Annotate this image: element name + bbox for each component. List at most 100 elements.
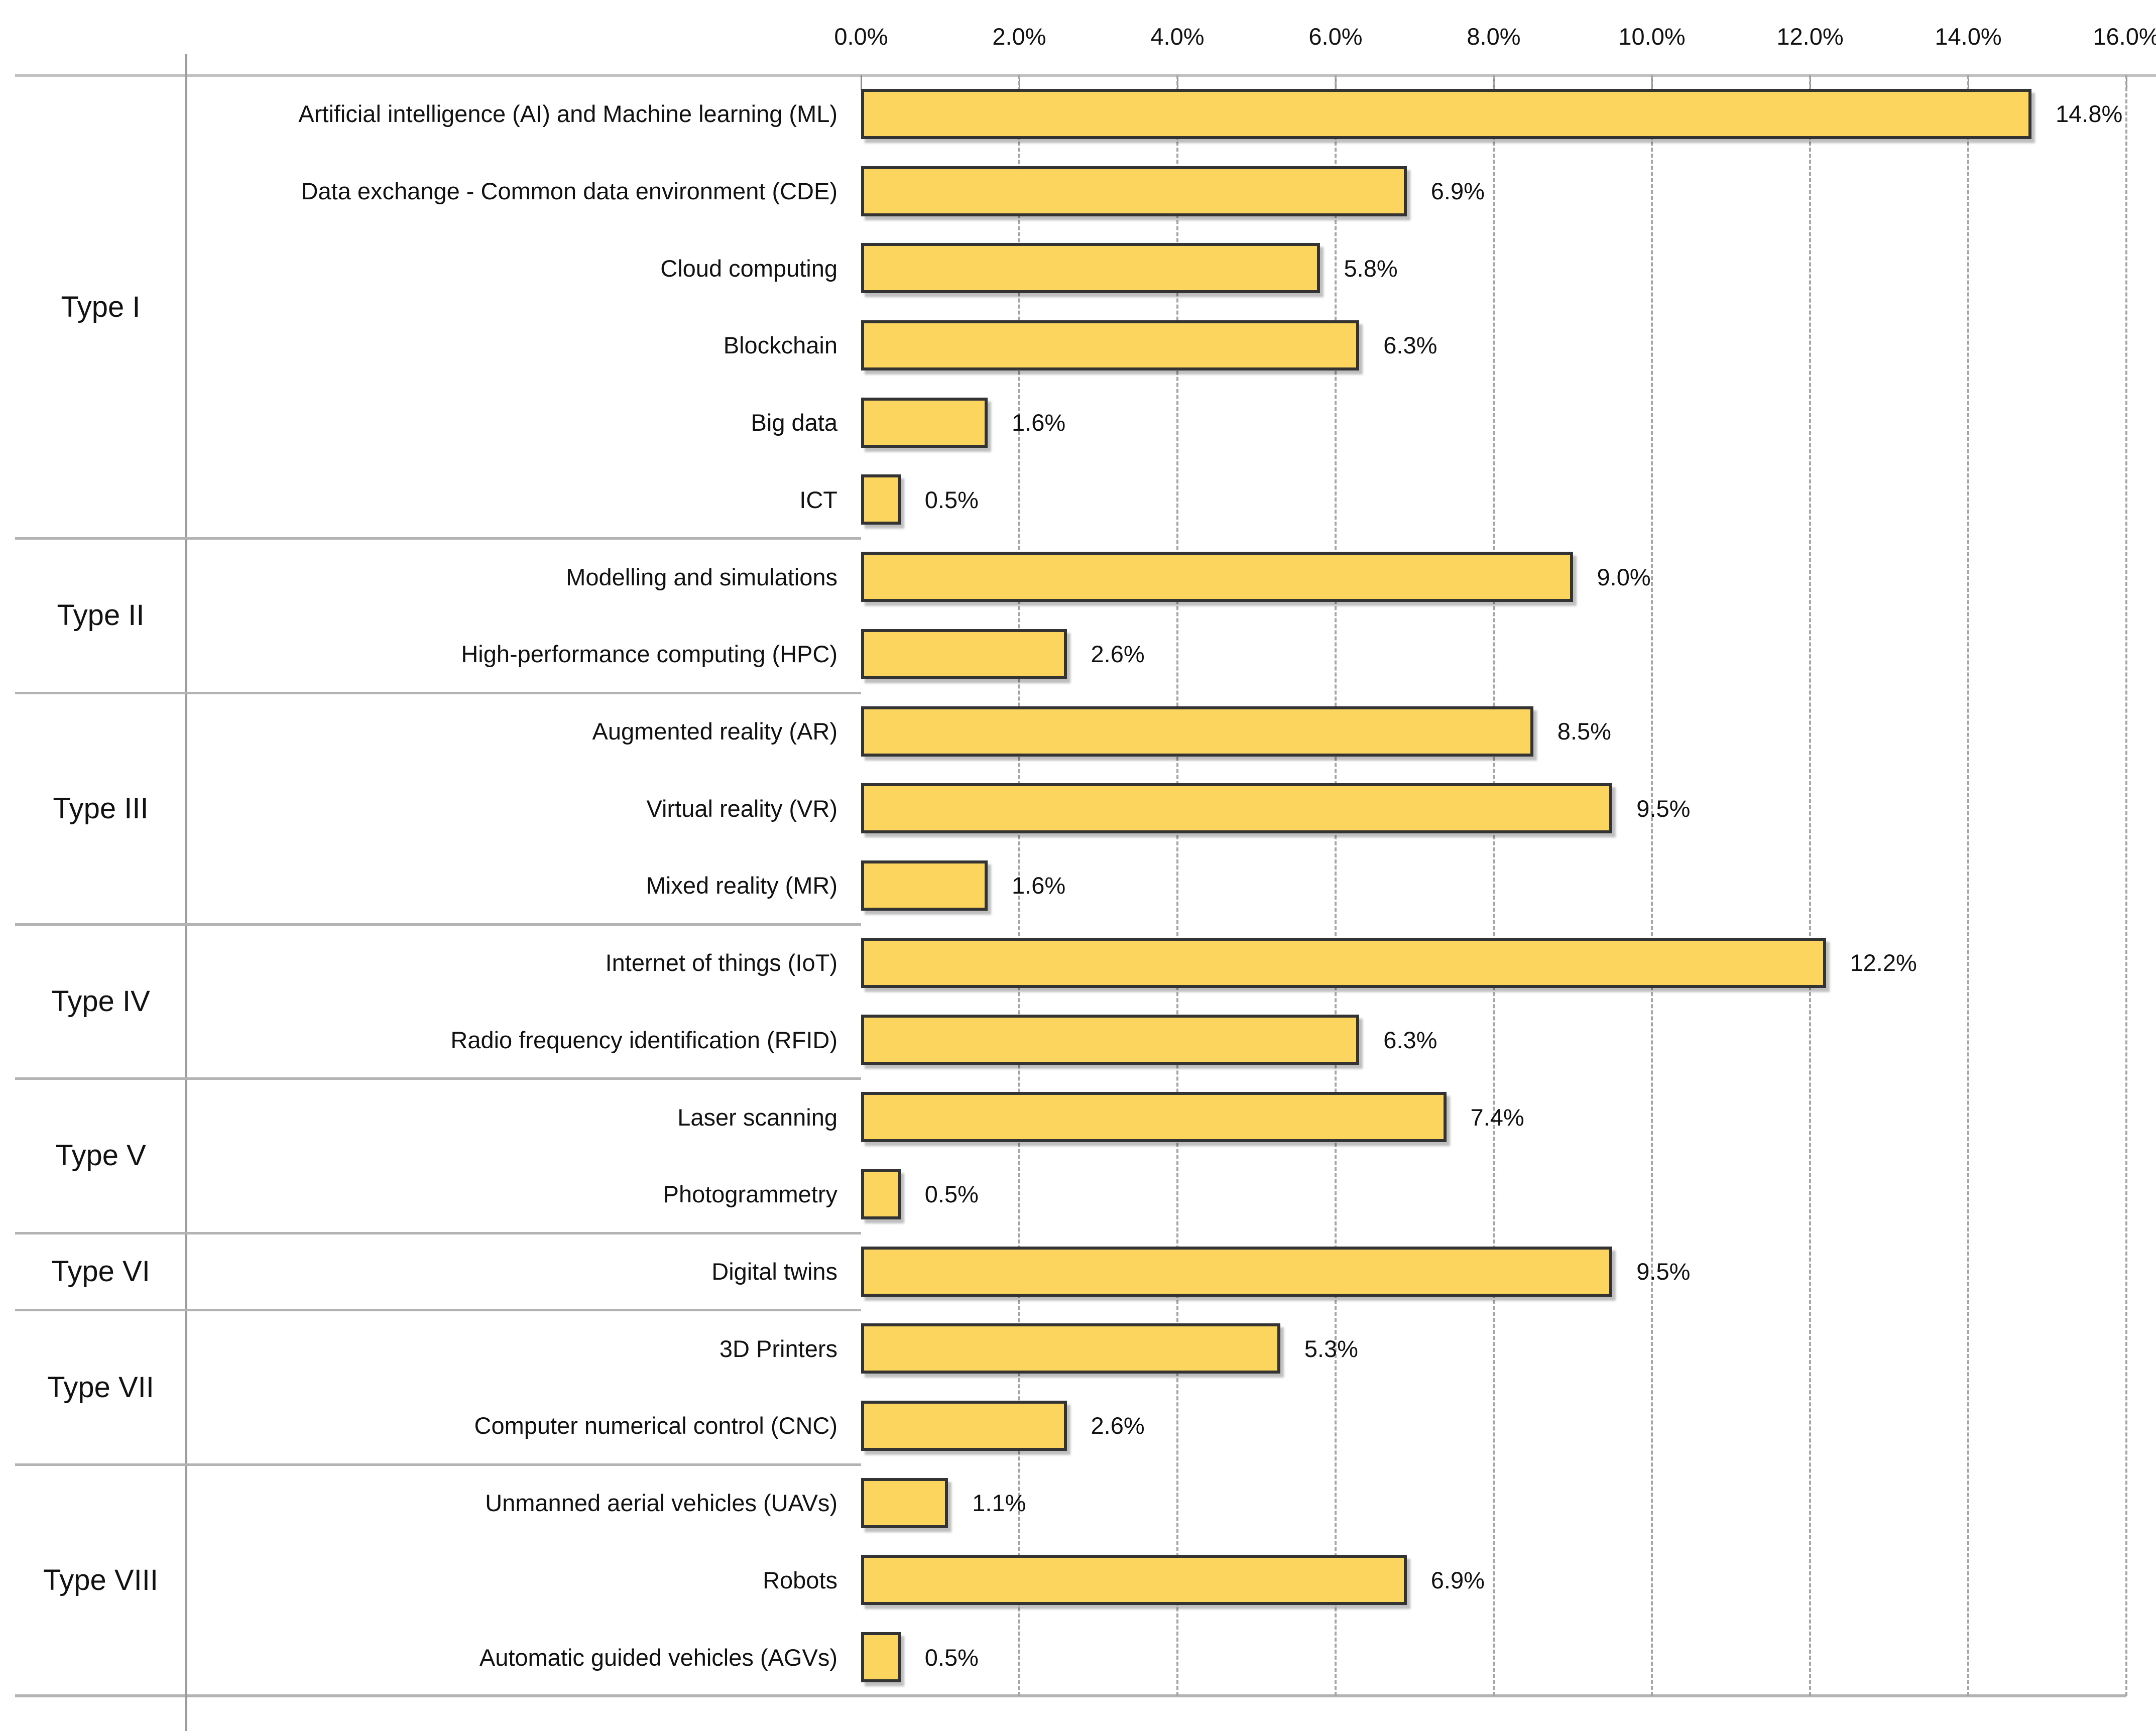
bar-row: High-performance computing (HPC) 2.6% [0,615,2156,693]
bar [861,243,1320,294]
bar [861,1555,1407,1605]
x-axis-tick-label: 12.0% [1776,23,1844,50]
bar-category-label: Radio frequency identification (RFID) [450,1026,837,1053]
bar-category-label: Photogrammetry [663,1181,837,1208]
bar-category-label: High-performance computing (HPC) [461,641,837,668]
bar [861,937,1826,988]
x-axis-tick-label: 0.0% [834,23,888,50]
bar-value-label: 6.3% [1383,1026,1438,1053]
bar-category-label: Laser scanning [677,1103,837,1131]
bar-category-label: Automatic guided vehicles (AGVs) [479,1644,837,1671]
bar [861,1632,901,1683]
bar-category-label: Mixed reality (MR) [646,872,837,899]
bar-row: Big data 1.6% [0,384,2156,461]
bar-value-label: 2.6% [1091,641,1145,668]
bar-category-label: Big data [751,409,837,436]
bar [861,88,2031,139]
bar-value-label: 14.8% [2056,100,2123,128]
bar-value-label: 1.6% [1012,409,1066,436]
group-type-label: Type VII [47,1371,154,1404]
category-axis-line [185,54,187,1731]
bar-value-label: 9.5% [1636,1258,1691,1285]
bar-category-label: 3D Printers [719,1335,837,1362]
x-axis-tick-label: 16.0% [2093,23,2156,50]
bar-category-label: Internet of things (IoT) [605,949,837,976]
bar-value-label: 5.3% [1304,1335,1358,1362]
gridline [1493,75,1495,1696]
bar [861,1323,1280,1374]
gridline [1967,75,1969,1696]
bar [861,706,1533,757]
group-divider [15,691,861,694]
bar-value-label: 1.1% [972,1490,1026,1517]
bar-row: Automatic guided vehicles (AGVs) 0.5% [0,1619,2156,1696]
x-axis-tick-label: 10.0% [1618,23,1686,50]
bar-row: Internet of things (IoT) 12.2% [0,924,2156,1002]
bar-row: Blockchain 6.3% [0,307,2156,384]
bar-value-label: 5.8% [1344,255,1398,282]
bar-row: Unmanned aerial vehicles (UAVs) 1.1% [0,1464,2156,1542]
bar-row: Robots 6.9% [0,1542,2156,1619]
bar-row: Data exchange - Common data environment … [0,153,2156,230]
bar-row: Computer numerical control (CNC) 2.6% [0,1387,2156,1464]
bar-row: Modelling and simulations 9.0% [0,538,2156,615]
bar-value-label: 2.6% [1091,1412,1145,1439]
bar-category-label: Artificial intelligence (AI) and Machine… [298,100,837,128]
gridline [2125,75,2127,1696]
x-axis-tick-label: 8.0% [1467,23,1521,50]
bar-row: Cloud computing 5.8% [0,229,2156,307]
bar-value-label: 1.6% [1012,872,1066,899]
bar [861,166,1407,216]
bar-row: Mixed reality (MR) 1.6% [0,847,2156,924]
x-axis-tick-label: 6.0% [1308,23,1363,50]
top-axis-line [15,74,2156,77]
bar-value-label: 6.9% [1430,178,1485,205]
bottom-axis-line [15,1694,2126,1697]
bar [861,1015,1360,1065]
bar-row: Digital twins 9.5% [0,1233,2156,1310]
bar-value-label: 12.2% [1850,949,1917,976]
gridline [1809,75,1811,1696]
bar-category-label: Robots [763,1566,837,1593]
bar-category-label: ICT [799,486,837,513]
group-divider [15,923,861,926]
group-divider [15,1463,861,1466]
bar-value-label: 0.5% [924,486,979,513]
bar [861,320,1360,370]
gridline [1335,75,1337,1696]
gridline [1651,75,1653,1696]
group-type-label: Type VI [51,1255,150,1288]
bar [861,629,1067,679]
bar-row: Artificial intelligence (AI) and Machine… [0,75,2156,153]
bar-category-label: Computer numerical control (CNC) [474,1412,837,1439]
bar [861,397,988,448]
x-axis-tick-mark [861,75,862,90]
bar [861,1169,901,1219]
gridline [1018,75,1020,1696]
bar-category-label: Augmented reality (AR) [592,718,837,745]
group-type-label: Type III [53,792,149,825]
group-type-label: Type I [61,290,141,323]
bar-category-label: Digital twins [711,1258,837,1285]
bar [861,552,1573,602]
bar-row: Virtual reality (VR) 9.5% [0,770,2156,847]
bar-row: Augmented reality (AR) 8.5% [0,693,2156,770]
bar-row: Laser scanning 7.4% [0,1078,2156,1156]
bar [861,860,988,911]
bar-value-label: 0.5% [924,1181,979,1208]
bar-row: Photogrammetry 0.5% [0,1156,2156,1233]
group-divider [15,537,861,540]
gridline [1176,75,1178,1696]
bar-row: 3D Printers 5.3% [0,1310,2156,1387]
bar-category-label: Cloud computing [660,255,837,282]
bar [861,1246,1613,1297]
group-divider [15,1077,861,1080]
group-type-label: Type VIII [43,1563,158,1596]
bar-value-label: 9.5% [1636,795,1691,822]
bar-value-label: 9.0% [1597,563,1651,590]
bar-value-label: 8.5% [1557,718,1611,745]
bar [861,1092,1447,1143]
bar-category-label: Data exchange - Common data environment … [301,178,837,205]
bar-value-label: 7.4% [1470,1103,1524,1131]
